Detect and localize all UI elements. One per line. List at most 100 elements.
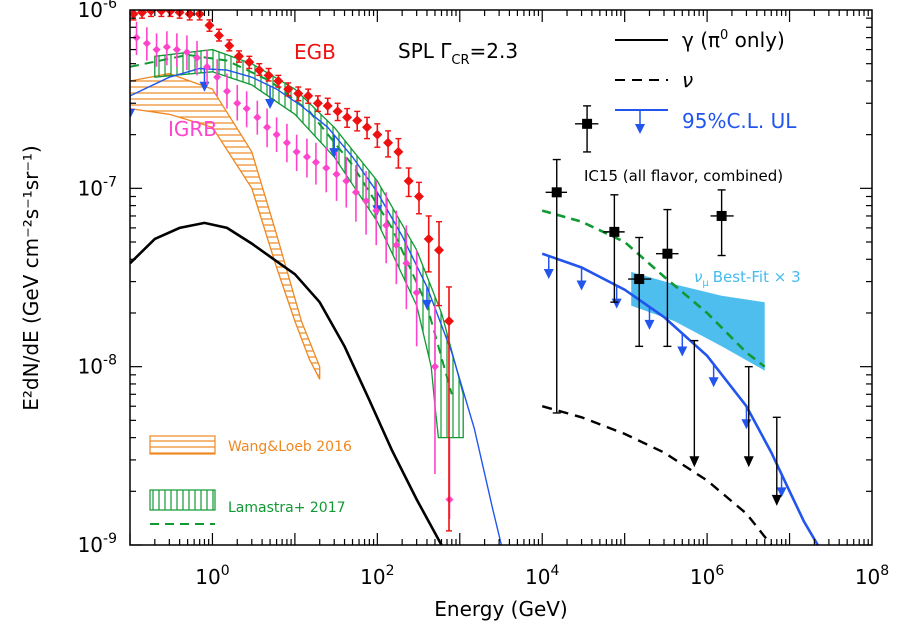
egb-point-30 [423, 233, 434, 244]
y-tick-label-base: 10 [78, 533, 103, 557]
igrb-point-13 [263, 123, 272, 132]
egb-point-27 [393, 146, 404, 157]
legend-gamma-label: γ (π0 only) [682, 28, 785, 52]
ic15-point-5 [716, 210, 727, 221]
ic15-point-4 [662, 248, 673, 259]
igrb-point-27 [402, 259, 411, 268]
x-tick-label: 102 [360, 563, 394, 589]
igrb-point-8 [213, 73, 222, 82]
egb-point-17 [293, 88, 304, 99]
y-tick-label: 10-7 [78, 174, 117, 200]
egb-point-8 [204, 20, 215, 31]
egb-point-1 [137, 10, 148, 18]
nu-line [541, 405, 773, 545]
egb-point-26 [383, 137, 394, 148]
annotation-spl: SPL ΓCR=2.3 [398, 39, 518, 68]
annotation-bestfit: νμ Best-Fit × 3 [694, 268, 801, 289]
nu-high-line [541, 209, 766, 368]
annotation-bestfit-text: Best-Fit × 3 [713, 268, 801, 286]
x-tick-label: 108 [855, 563, 889, 589]
ic15-ul-head-1 [743, 456, 754, 468]
egb-point-22 [342, 112, 353, 123]
igrb-point-0 [132, 33, 141, 42]
lines-layer [130, 53, 819, 545]
y-tick-label: 10-9 [78, 531, 117, 557]
igrb-point-3 [162, 43, 171, 52]
y-tick-label-exp: -7 [103, 174, 117, 190]
egb-point-16 [283, 84, 294, 95]
ul-high-arrow-3-head [644, 319, 655, 330]
igrb-point-14 [272, 130, 281, 139]
ul-low-arrow-5-head [421, 299, 432, 310]
ul-high-arrow-7-head [776, 487, 787, 498]
y-tick-label-exp: -9 [103, 531, 117, 547]
legend-wang-label: Wang&Loeb 2016 [228, 439, 352, 455]
ic15-point-0 [551, 187, 562, 198]
legend-gamma-sup: 0 [720, 28, 728, 43]
annotation-spl-text: SPL Γ [398, 39, 452, 63]
igrb-point-11 [242, 104, 251, 113]
igrb-point-25 [382, 221, 391, 230]
igrb-point-9 [222, 87, 231, 96]
y-tick-label-base: 10 [78, 0, 103, 22]
ic15-point-3 [634, 274, 645, 285]
egb-point-29 [413, 191, 424, 202]
egb-point-18 [303, 90, 314, 101]
legend-nu-label: ν [682, 68, 693, 92]
ul-high-arrow-0-head [543, 268, 554, 279]
x-tick-label-exp: 8 [880, 563, 889, 579]
igrb-point-16 [292, 147, 301, 156]
ul-high-arrow-4-head [677, 346, 688, 357]
egb-point-3 [156, 10, 167, 16]
egb-point-24 [362, 122, 373, 133]
x-axis-label: Energy (GeV) [434, 597, 567, 621]
ul-high-arrow-5-head [708, 377, 719, 388]
egb-point-13 [254, 65, 265, 76]
legend-ul-arrow-head [635, 124, 645, 134]
igrb-point-7 [203, 62, 212, 71]
annotation-egb: EGB [294, 40, 336, 64]
ul-low-arrow-0-head [130, 108, 135, 119]
igrb-point-20 [332, 170, 341, 179]
x-tick-label-exp: 4 [550, 563, 559, 579]
egb-point-9 [213, 30, 224, 41]
egb-point-25 [372, 129, 383, 140]
ul-low-arrow-2-head [265, 98, 276, 109]
igrb-point-12 [253, 113, 262, 122]
band-legend: Wang&Loeb 2016 Lamastra+ 2017 [149, 435, 352, 525]
x-tick-label-base: 10 [855, 565, 880, 589]
x-tick-label-base: 10 [525, 565, 550, 589]
egb-point-4 [165, 10, 176, 16]
x-tick-label-exp: 6 [715, 563, 724, 579]
lamastra-dashed-line [130, 53, 453, 395]
x-tick-label: 104 [525, 563, 559, 589]
egb-point-20 [322, 100, 333, 111]
ul-low-arrow-3-head [329, 148, 340, 159]
legend-lamastra-swatch [149, 489, 216, 511]
x-tick-label-base: 10 [360, 565, 385, 589]
annotation-spl-sub: CR [451, 53, 469, 68]
igrb-point-18 [311, 158, 320, 167]
annotation-igrb: IGRB [168, 117, 217, 141]
y-axis-label: E²dN/dE (GeV cm⁻²s⁻¹sr⁻¹) [19, 145, 43, 410]
egb-point-21 [332, 106, 343, 117]
x-tick-label-exp: 0 [221, 563, 230, 579]
legend-wang-swatch [149, 435, 216, 455]
y-tick-label: 10-8 [78, 353, 117, 379]
igrb-point-24 [372, 206, 381, 215]
igrb-point-28 [412, 288, 421, 297]
igrb-point-15 [282, 138, 291, 147]
gamma-pi0-line [130, 221, 443, 545]
legend-ul-label: 95%C.L. UL [682, 109, 797, 133]
igrb-point-1 [142, 39, 151, 48]
ul-high-arrow-6-head [741, 419, 752, 430]
ic15-point-2 [609, 226, 620, 237]
annotation-bestfit-sub: μ [702, 278, 709, 289]
x-tick-label: 106 [690, 563, 724, 589]
igrb-point-6 [193, 53, 202, 62]
ul-low-line [130, 67, 503, 545]
y-tick-label: 10-6 [78, 0, 118, 22]
x-tick-label-base: 10 [690, 565, 715, 589]
